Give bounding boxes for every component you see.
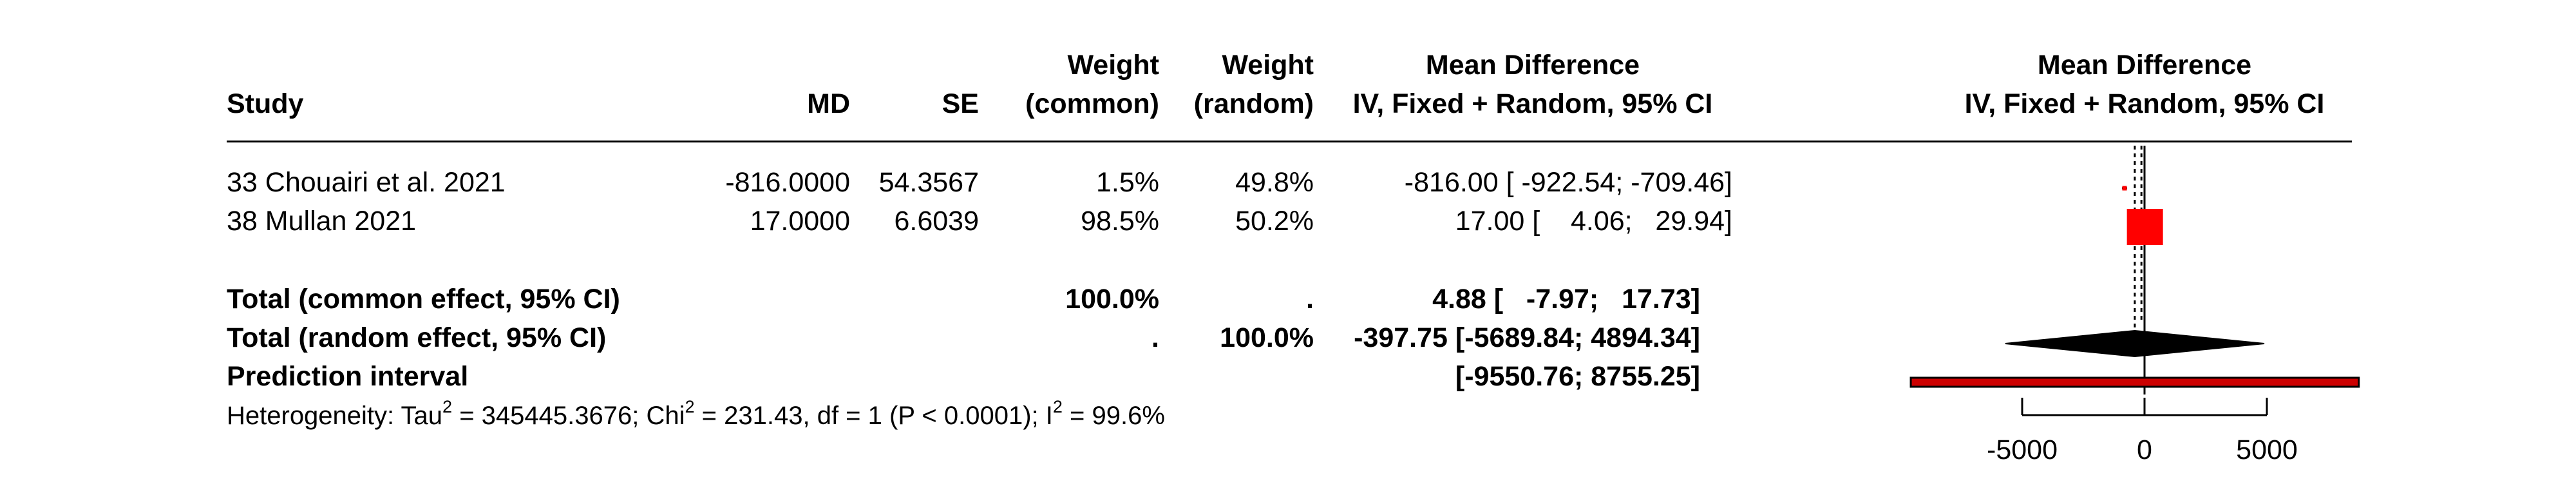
total-common-w-common: 100.0%	[1065, 284, 1159, 315]
header-rule	[227, 141, 2352, 142]
x-tick-label: 0	[2137, 434, 2152, 465]
header-md-ci-2: IV, Fixed + Random, 95% CI	[1352, 88, 1713, 119]
prediction-ci: [-9550.76; 8755.25]	[1455, 361, 1700, 392]
study-ci-2: 17.00 [ 4.06; 29.94]	[1455, 206, 1732, 237]
study-se-1: 54.3567	[878, 167, 979, 198]
header-plot-1: Mean Difference	[2037, 50, 2252, 81]
study-w-random-2: 50.2%	[1235, 206, 1314, 237]
x-tick-label: -5000	[1987, 434, 2058, 465]
study-w-random-1: 49.8%	[1235, 167, 1314, 198]
study-ci-1: -816.00 [ -922.54; -709.46]	[1404, 167, 1732, 198]
prediction-label: Prediction interval	[227, 361, 469, 392]
total-random-w-common: .	[1151, 322, 1159, 353]
header-md-ci-1: Mean Difference	[1425, 50, 1640, 81]
study-name-2: 38 Mullan 2021	[227, 206, 417, 237]
prediction-interval-bar	[1909, 376, 2360, 388]
header-se: SE	[942, 88, 979, 119]
heterogeneity-text: Heterogeneity: Tau2 = 345445.3676; Chi2 …	[227, 397, 1165, 430]
header-md: MD	[807, 88, 850, 119]
header-plot-2: IV, Fixed + Random, 95% CI	[1964, 88, 2325, 119]
study-w-common-1: 1.5%	[1095, 167, 1159, 198]
header-weight-common-1: Weight	[1067, 50, 1159, 81]
total-common-ci: 4.88 [ -7.97; 17.73]	[1432, 284, 1700, 315]
header-weight-random-1: Weight	[1222, 50, 1314, 81]
total-common-w-random: .	[1306, 284, 1314, 315]
total-random-w-random: 100.0%	[1220, 322, 1314, 353]
study-square	[2126, 209, 2163, 245]
study-square	[2122, 186, 2127, 191]
study-md-1: -816.0000	[725, 167, 850, 198]
x-tick-label: 5000	[2236, 434, 2298, 465]
header-weight-random-2: (random)	[1193, 88, 1314, 119]
total-random-ci: -397.75 [-5689.84; 4894.34]	[1354, 322, 1700, 353]
study-md-2: 17.0000	[750, 206, 850, 237]
total-random-label: Total (random effect, 95% CI)	[227, 322, 607, 353]
study-se-2: 6.6039	[894, 206, 979, 237]
header-study: Study	[227, 88, 304, 119]
study-w-common-2: 98.5%	[1081, 206, 1159, 237]
random-effect-diamond	[2005, 329, 2265, 358]
header-weight-common-2: (common)	[1025, 88, 1159, 119]
study-name-1: 33 Chouairi et al. 2021	[227, 167, 506, 198]
total-common-label: Total (common effect, 95% CI)	[227, 284, 620, 315]
